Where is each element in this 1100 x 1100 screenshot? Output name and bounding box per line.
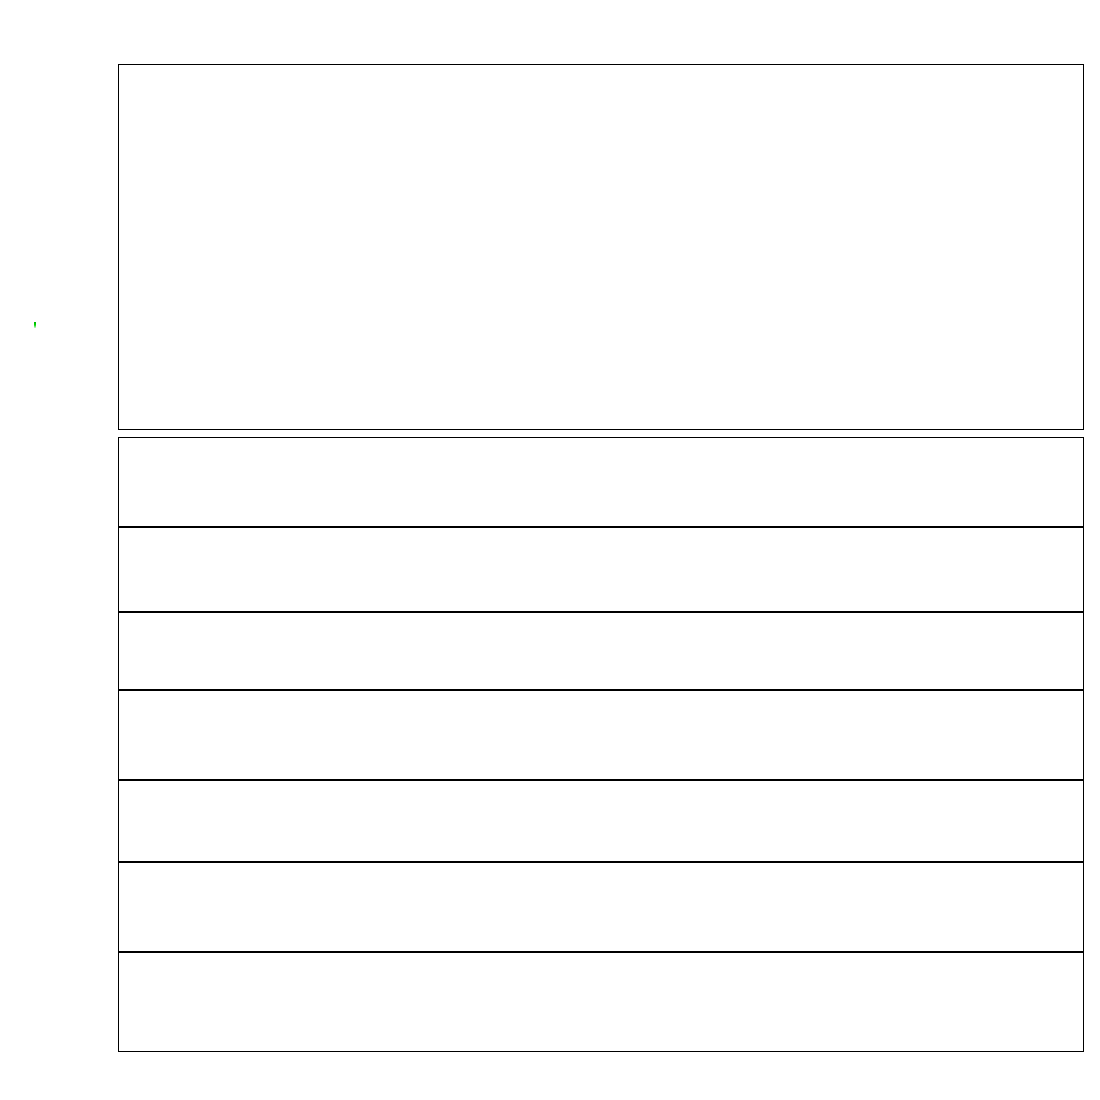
rh-2m-panel <box>118 780 1084 862</box>
precip-panel <box>118 952 1084 1052</box>
cloud-cover-plot <box>119 863 1083 951</box>
lifted-index-panel <box>118 527 1084 612</box>
lifted-index-plot <box>119 528 1083 611</box>
rh-2m-plot <box>119 781 1083 861</box>
slp-thickness-plot <box>119 438 1083 526</box>
precip-plot <box>119 953 1083 1051</box>
cloud-cover-panel <box>118 862 1084 952</box>
upper-air-panel <box>118 64 1084 430</box>
temp-dewpt-panel <box>118 690 1084 780</box>
slp-thickness-panel <box>118 437 1084 527</box>
wind-10m-plot <box>119 613 1083 689</box>
wind-10m-panel <box>118 612 1084 690</box>
temp-dewpt-plot <box>119 691 1083 779</box>
rh-axis-label <box>34 322 36 328</box>
upper-air-plot <box>119 65 1083 429</box>
